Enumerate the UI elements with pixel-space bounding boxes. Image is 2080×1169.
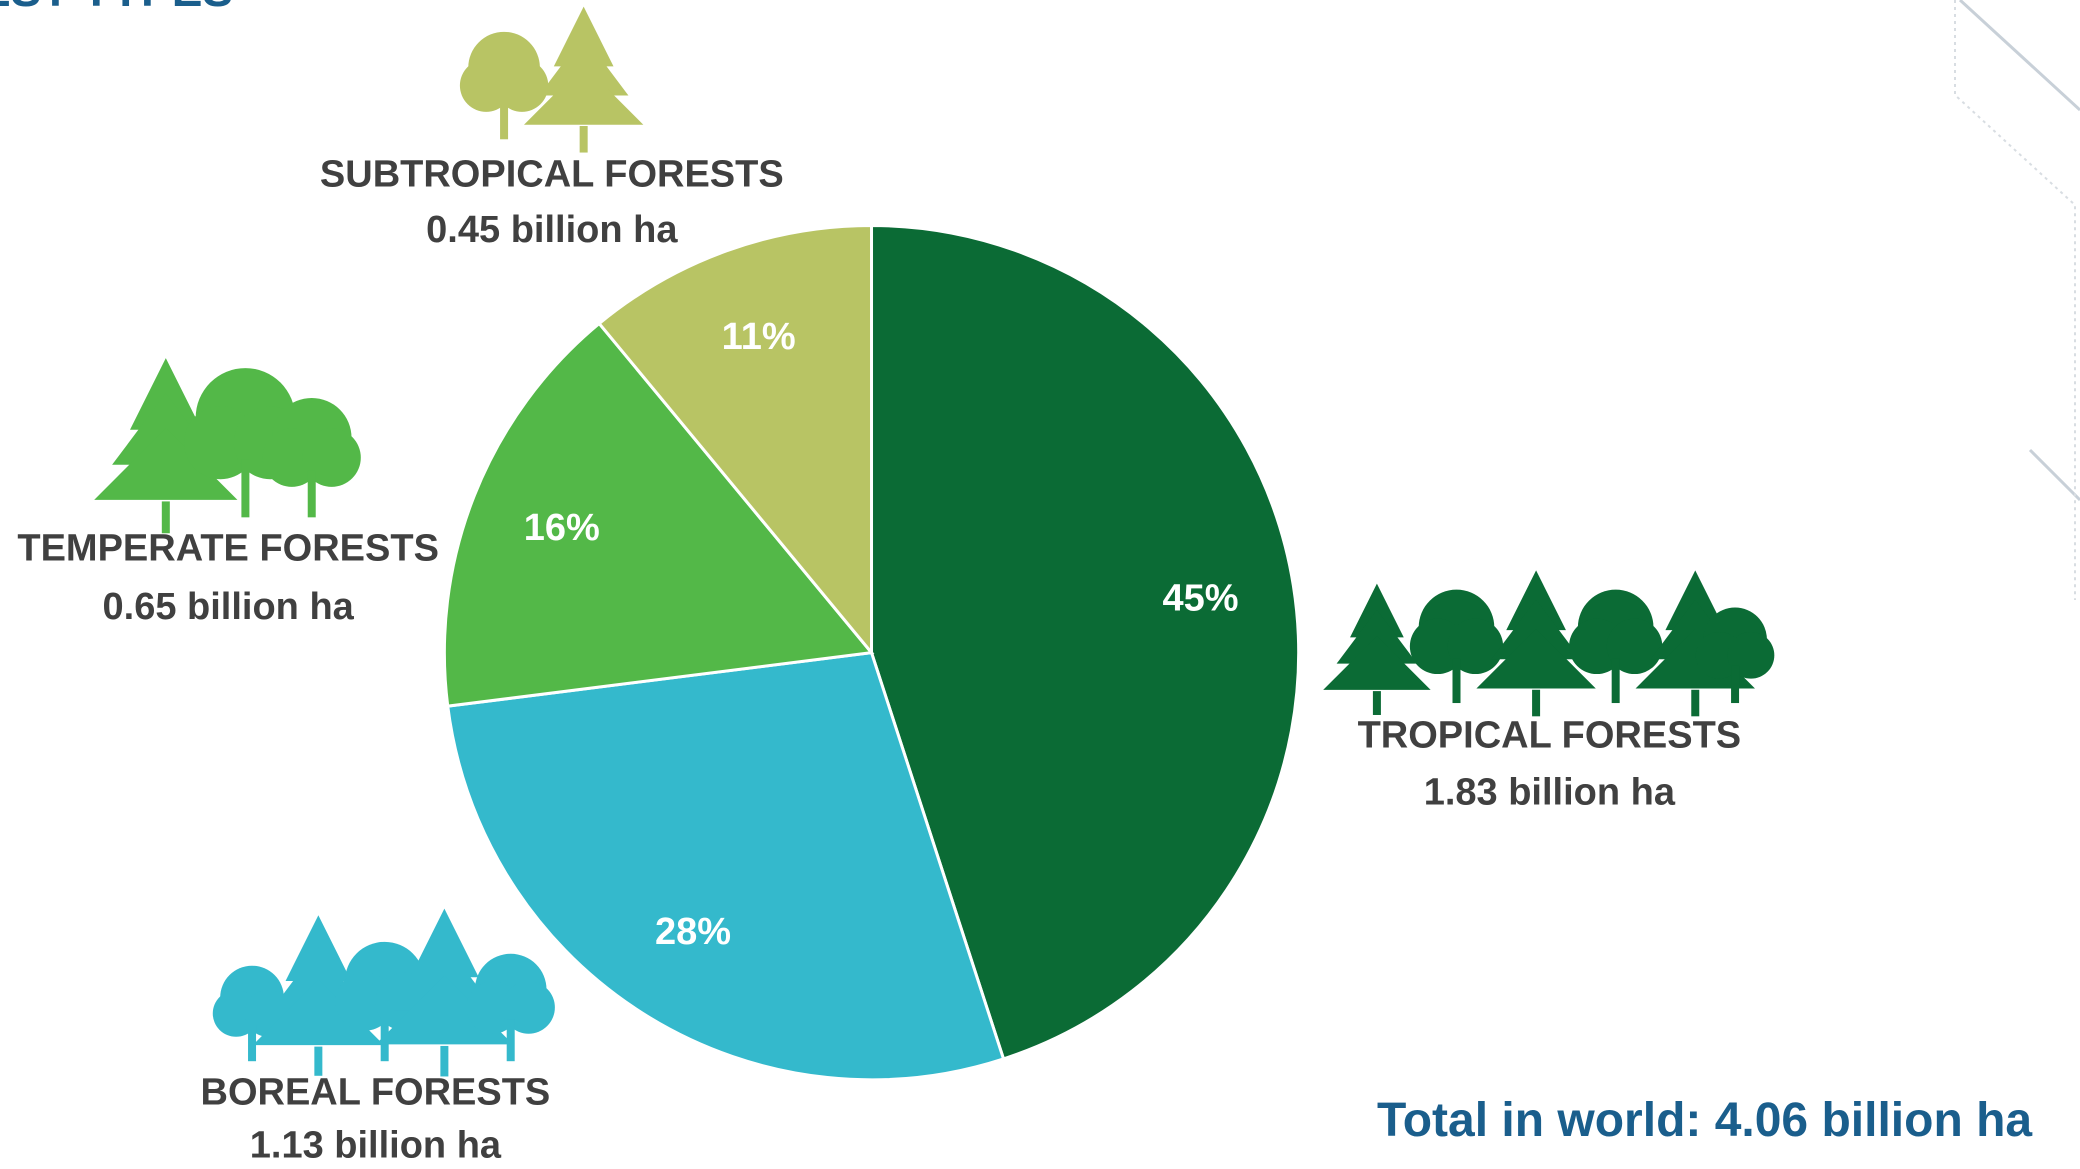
area-label: 0.45 billion ha bbox=[426, 209, 678, 251]
category-label: SUBTROPICAL FORESTS bbox=[320, 153, 784, 195]
tree-shape bbox=[1727, 631, 1775, 679]
pie-slice bbox=[597, 224, 874, 657]
tree-shape bbox=[502, 981, 555, 1034]
tree-shape bbox=[1323, 636, 1431, 690]
tree-trunk bbox=[1611, 658, 1620, 704]
value-label: 16% bbox=[524, 507, 600, 549]
tree-icon bbox=[212, 908, 555, 1077]
tree-icon bbox=[459, 6, 644, 153]
tree-trunk bbox=[500, 97, 509, 140]
tree-trunk bbox=[1452, 658, 1461, 704]
pie-slice bbox=[870, 224, 1301, 1061]
tree-trunk bbox=[1691, 689, 1700, 717]
tree-icon bbox=[94, 358, 361, 534]
area-label: 0.65 billion ha bbox=[103, 586, 355, 628]
tree-trunk bbox=[1372, 691, 1381, 715]
total-label: Total in world: 4.06 billion ha bbox=[1377, 1094, 2032, 1147]
area-label: 1.13 billion ha bbox=[250, 1124, 502, 1166]
tree-shape bbox=[1447, 618, 1504, 675]
value-label: 45% bbox=[1163, 578, 1239, 620]
tree-shape bbox=[523, 64, 644, 125]
category-label: TROPICAL FORESTS bbox=[1358, 715, 1742, 757]
pie-slice bbox=[446, 650, 1006, 1082]
area-label: 1.83 billion ha bbox=[1424, 772, 1676, 814]
tree-shape bbox=[1606, 618, 1663, 675]
chart-title: EST TYPES bbox=[0, 0, 233, 16]
value-label: 28% bbox=[655, 911, 731, 953]
tree-trunk bbox=[307, 470, 316, 518]
tree-trunk bbox=[440, 1045, 449, 1077]
tree-trunk bbox=[1532, 689, 1541, 717]
tree-shape bbox=[252, 979, 385, 1046]
tree-shape bbox=[1476, 628, 1596, 689]
pie-slice bbox=[442, 321, 875, 708]
tree-shape bbox=[302, 428, 361, 487]
decoration bbox=[1954, 0, 2076, 600]
tree-icon bbox=[1323, 570, 1775, 717]
category-label: BOREAL FORESTS bbox=[201, 1071, 551, 1113]
tree-shape bbox=[94, 428, 238, 500]
category-label: TEMPERATE FORESTS bbox=[17, 528, 439, 570]
value-label: 11% bbox=[722, 316, 796, 358]
tree-trunk bbox=[314, 1046, 323, 1076]
tree-trunk bbox=[161, 501, 170, 534]
tree-shape bbox=[495, 59, 549, 112]
tree-trunk bbox=[579, 126, 588, 153]
tree-trunk bbox=[1731, 665, 1740, 704]
tree-trunk bbox=[506, 1019, 515, 1062]
decoration bbox=[1958, 0, 2080, 502]
tree-trunk bbox=[241, 459, 250, 518]
tree-trunk bbox=[248, 1024, 257, 1062]
